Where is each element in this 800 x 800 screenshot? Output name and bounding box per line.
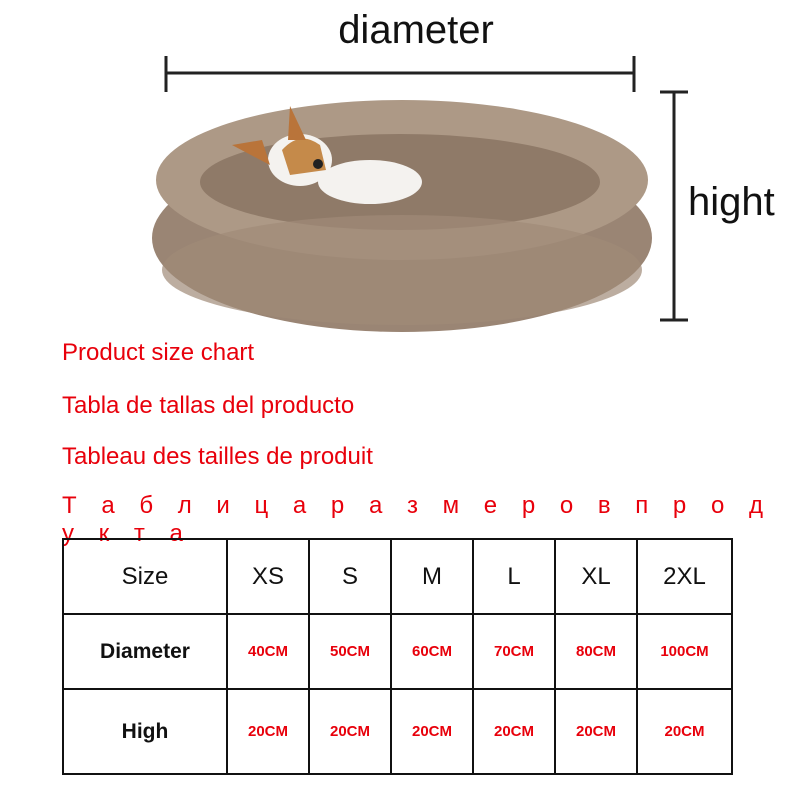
table-cell: 20CM [554,688,638,775]
table-row: Diameter 40CM 50CM 60CM 70CM 80CM 100CM [62,613,733,690]
table-cell: 20CM [472,688,556,775]
table-cell: 40CM [226,613,310,690]
height-label: hight [688,180,775,224]
product-illustration [152,56,688,332]
header-cell: L [472,538,556,615]
table-cell: 20CM [390,688,474,775]
title-french: Tableau des tailles de produit [62,443,373,470]
title-russian: Т а б л и ц а р а з м е р о в п р о д у … [62,492,772,547]
table-cell: 100CM [636,613,733,690]
table-cell: 60CM [390,613,474,690]
table-cell: 20CM [636,688,733,775]
row-label: High [62,688,228,775]
size-table: Size XS S M L XL 2XL Diameter 40CM 50CM … [62,538,733,775]
table-row: High 20CM 20CM 20CM 20CM 20CM 20CM [62,688,733,775]
dog-image [232,106,422,204]
header-cell: M [390,538,474,615]
header-cell: XL [554,538,638,615]
title-english: Product size chart [62,339,255,366]
diameter-label: diameter [338,8,494,52]
header-cell: Size [62,538,228,615]
table-cell: 20CM [226,688,310,775]
height-arrow [660,90,688,322]
row-label: Diameter [62,613,228,690]
pet-bed-image [152,100,652,332]
diameter-arrow [164,56,636,92]
header-cell: 2XL [636,538,733,615]
table-cell: 70CM [472,613,556,690]
header-cell: XS [226,538,310,615]
table-cell: 80CM [554,613,638,690]
table-header-row: Size XS S M L XL 2XL [62,538,733,615]
title-spanish: Tabla de tallas del producto [62,392,355,419]
table-cell: 20CM [308,688,392,775]
header-cell: S [308,538,392,615]
table-cell: 50CM [308,613,392,690]
